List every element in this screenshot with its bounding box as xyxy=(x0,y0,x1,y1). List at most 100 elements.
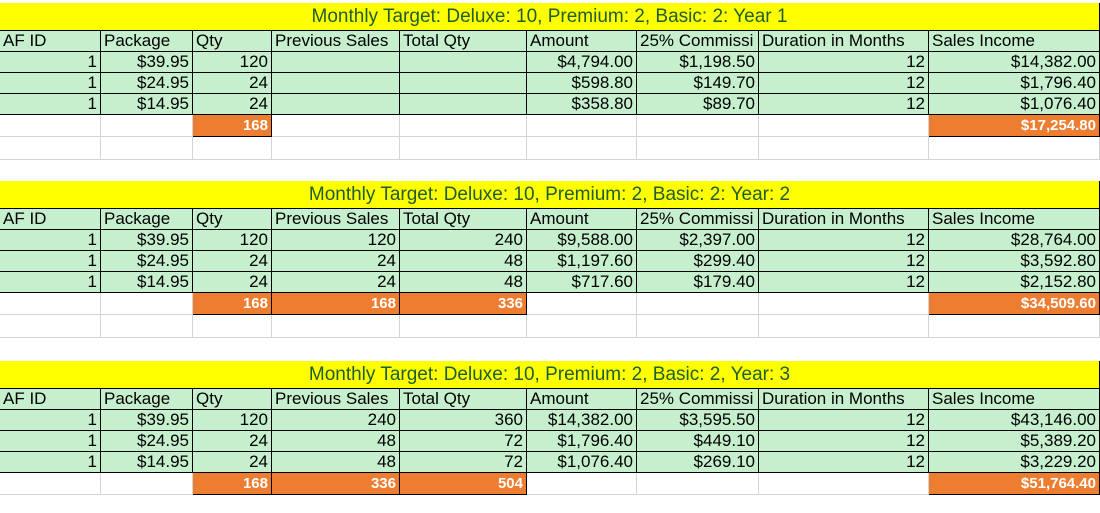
column-header[interactable]: Amount xyxy=(527,389,637,410)
previous-sales-total[interactable]: 336 xyxy=(272,473,400,495)
column-header[interactable]: AF ID xyxy=(0,209,101,230)
table-cell[interactable] xyxy=(637,293,759,315)
empty-cell[interactable] xyxy=(101,315,193,338)
table-cell[interactable]: 48 xyxy=(272,452,400,473)
column-header[interactable]: Package xyxy=(101,31,193,52)
table-cell[interactable]: 24 xyxy=(193,73,272,94)
total-qty-total[interactable] xyxy=(400,115,527,137)
empty-cell[interactable] xyxy=(759,137,929,160)
table-cell[interactable]: $1,197.60 xyxy=(527,251,637,272)
table-cell[interactable]: $3,595.50 xyxy=(637,410,759,431)
empty-cell[interactable] xyxy=(637,137,759,160)
column-header[interactable]: 25% Commissi xyxy=(637,209,759,230)
qty-total[interactable]: 168 xyxy=(193,115,272,137)
table-cell[interactable]: $9,588.00 xyxy=(527,230,637,251)
table-cell[interactable]: 48 xyxy=(400,272,527,293)
table-cell[interactable]: 1 xyxy=(0,251,101,272)
table-cell[interactable]: 1 xyxy=(0,230,101,251)
previous-sales-total[interactable] xyxy=(272,115,400,137)
column-header[interactable]: Package xyxy=(101,209,193,230)
table-cell[interactable]: $299.40 xyxy=(637,251,759,272)
table-cell[interactable]: 120 xyxy=(193,230,272,251)
table-cell[interactable]: 360 xyxy=(400,410,527,431)
table-cell[interactable]: $3,229.20 xyxy=(929,452,1100,473)
column-header[interactable]: Amount xyxy=(527,209,637,230)
table-cell[interactable]: $39.95 xyxy=(101,410,193,431)
table-cell[interactable]: 120 xyxy=(193,52,272,73)
table-cell[interactable]: $2,397.00 xyxy=(637,230,759,251)
table-cell[interactable]: $14.95 xyxy=(101,452,193,473)
table-cell[interactable]: 24 xyxy=(193,272,272,293)
empty-cell[interactable] xyxy=(400,137,527,160)
table-cell[interactable]: $358.80 xyxy=(527,94,637,115)
qty-total[interactable]: 168 xyxy=(193,473,272,495)
table-cell[interactable] xyxy=(759,115,929,137)
table-cell[interactable]: $1,076.40 xyxy=(929,94,1100,115)
table-cell[interactable]: $89.70 xyxy=(637,94,759,115)
block-title[interactable]: Monthly Target: Deluxe: 10, Premium: 2, … xyxy=(0,361,1100,389)
table-cell[interactable] xyxy=(759,293,929,315)
table-cell[interactable]: $1,076.40 xyxy=(527,452,637,473)
column-header[interactable]: 25% Commissi xyxy=(637,31,759,52)
sales-income-total[interactable]: $34,509.60 xyxy=(929,293,1100,315)
column-header[interactable]: Total Qty xyxy=(400,389,527,410)
column-header[interactable]: AF ID xyxy=(0,31,101,52)
table-cell[interactable]: $598.80 xyxy=(527,73,637,94)
table-cell[interactable]: $4,794.00 xyxy=(527,52,637,73)
table-cell[interactable] xyxy=(0,293,101,315)
table-cell[interactable]: $14.95 xyxy=(101,94,193,115)
table-cell[interactable] xyxy=(400,52,527,73)
empty-cell[interactable] xyxy=(929,315,1100,338)
table-cell[interactable] xyxy=(527,473,637,495)
table-cell[interactable] xyxy=(101,293,193,315)
column-header[interactable]: Sales Income xyxy=(929,31,1100,52)
table-cell[interactable] xyxy=(637,473,759,495)
table-cell[interactable]: 1 xyxy=(0,431,101,452)
table-cell[interactable]: 1 xyxy=(0,94,101,115)
table-cell[interactable] xyxy=(759,473,929,495)
table-cell[interactable]: $717.60 xyxy=(527,272,637,293)
table-cell[interactable]: 24 xyxy=(272,272,400,293)
table-cell[interactable]: 1 xyxy=(0,52,101,73)
table-cell[interactable] xyxy=(101,473,193,495)
table-cell[interactable] xyxy=(637,115,759,137)
sales-income-total[interactable]: $17,254.80 xyxy=(929,115,1100,137)
table-cell[interactable]: 12 xyxy=(759,272,929,293)
column-header[interactable]: 25% Commissi xyxy=(637,389,759,410)
column-header[interactable]: Sales Income xyxy=(929,209,1100,230)
empty-cell[interactable] xyxy=(193,315,272,338)
table-cell[interactable]: 12 xyxy=(759,431,929,452)
table-cell[interactable]: $14,382.00 xyxy=(929,52,1100,73)
table-cell[interactable]: $24.95 xyxy=(101,251,193,272)
table-cell[interactable]: 48 xyxy=(272,431,400,452)
table-cell[interactable]: 120 xyxy=(272,230,400,251)
table-cell[interactable] xyxy=(400,94,527,115)
empty-cell[interactable] xyxy=(637,315,759,338)
empty-cell[interactable] xyxy=(929,137,1100,160)
table-cell[interactable]: 24 xyxy=(193,431,272,452)
table-cell[interactable]: 12 xyxy=(759,410,929,431)
column-header[interactable]: Previous Sales xyxy=(272,389,400,410)
column-header[interactable]: Qty xyxy=(193,209,272,230)
table-cell[interactable] xyxy=(0,473,101,495)
column-header[interactable]: Qty xyxy=(193,389,272,410)
column-header[interactable]: Package xyxy=(101,389,193,410)
table-cell[interactable]: 72 xyxy=(400,452,527,473)
empty-cell[interactable] xyxy=(272,315,400,338)
previous-sales-total[interactable]: 168 xyxy=(272,293,400,315)
table-cell[interactable]: 12 xyxy=(759,230,929,251)
table-cell[interactable] xyxy=(527,115,637,137)
block-title[interactable]: Monthly Target: Deluxe: 10, Premium: 2, … xyxy=(0,181,1100,209)
column-header[interactable]: Total Qty xyxy=(400,209,527,230)
table-cell[interactable]: $2,152.80 xyxy=(929,272,1100,293)
table-cell[interactable]: 12 xyxy=(759,94,929,115)
column-header[interactable]: Previous Sales xyxy=(272,209,400,230)
table-cell[interactable]: 24 xyxy=(193,251,272,272)
table-cell[interactable]: 24 xyxy=(272,251,400,272)
table-cell[interactable]: 240 xyxy=(400,230,527,251)
column-header[interactable]: Total Qty xyxy=(400,31,527,52)
empty-cell[interactable] xyxy=(400,315,527,338)
table-cell[interactable]: 240 xyxy=(272,410,400,431)
table-cell[interactable]: $449.10 xyxy=(637,431,759,452)
table-cell[interactable] xyxy=(527,293,637,315)
